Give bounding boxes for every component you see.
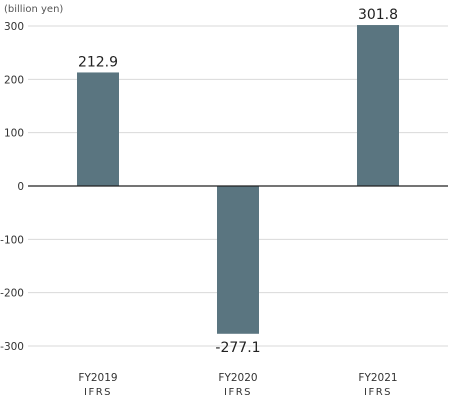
bar (77, 72, 119, 186)
category-sublabel: IFRS (364, 387, 392, 398)
y-tick-label: -100 (0, 234, 24, 246)
y-tick-label: 300 (4, 21, 24, 33)
data-label: -277.1 (215, 340, 260, 356)
category-sublabel: IFRS (224, 387, 252, 398)
category-label: FY2021 (358, 372, 397, 384)
category-label: FY2019 (78, 372, 117, 384)
x-axis-categories: FY2019 IFRS FY2020 IFRS FY2021 IFRS (78, 372, 397, 398)
category-sublabel: IFRS (84, 387, 112, 398)
data-label: 212.9 (78, 54, 118, 70)
data-label: 301.8 (358, 7, 398, 23)
bar (217, 186, 259, 334)
y-tick-label: -200 (0, 288, 24, 300)
category-label: FY2020 (218, 372, 257, 384)
bars (77, 25, 399, 334)
y-tick-label: 100 (4, 128, 24, 140)
y-tick-label: 0 (17, 181, 24, 193)
y-tick-label: -300 (0, 341, 24, 353)
y-tick-label: 200 (4, 74, 24, 86)
data-labels: 212.9 -277.1 301.8 (78, 7, 398, 356)
unit-label: (billion yen) (4, 4, 63, 15)
bar (357, 25, 399, 187)
y-axis-ticks: 300 200 100 0 -100 -200 -300 (0, 21, 24, 353)
